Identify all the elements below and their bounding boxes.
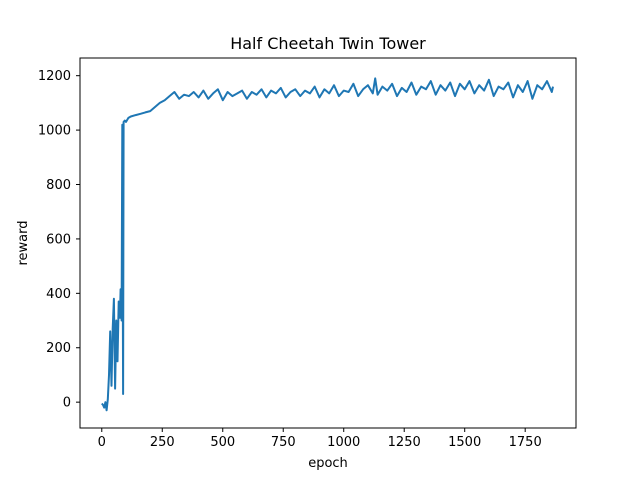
x-tick-label: 750 xyxy=(271,435,296,450)
y-tick-label: 200 xyxy=(46,341,71,356)
y-tick-label: 400 xyxy=(46,287,71,302)
x-tick-label: 1000 xyxy=(327,435,360,450)
x-tick-label: 250 xyxy=(150,435,175,450)
series-line-0 xyxy=(101,77,554,412)
y-tick-label: 1000 xyxy=(38,124,71,139)
chart-title: Half Cheetah Twin Tower xyxy=(230,34,426,53)
plot-frame xyxy=(79,57,577,429)
x-tick-label: 1250 xyxy=(388,435,421,450)
x-tick-label: 1500 xyxy=(448,435,481,450)
y-tick-label: 0 xyxy=(63,396,71,411)
y-tick-label: 800 xyxy=(46,178,71,193)
x-tick-label: 0 xyxy=(98,435,106,450)
x-tick-label: 500 xyxy=(210,435,235,450)
x-tick-label: 1750 xyxy=(509,435,542,450)
y-axis: 0 200 400 600 800 1000 1200 xyxy=(38,69,80,411)
y-axis-title: reward xyxy=(16,220,31,265)
plot-area xyxy=(101,77,554,412)
y-tick-label: 600 xyxy=(46,232,71,247)
x-axis: 0 250 500 750 1000 1250 1500 1750 xyxy=(98,428,542,450)
y-tick-label: 1200 xyxy=(38,69,71,84)
x-axis-title: epoch xyxy=(308,456,348,471)
